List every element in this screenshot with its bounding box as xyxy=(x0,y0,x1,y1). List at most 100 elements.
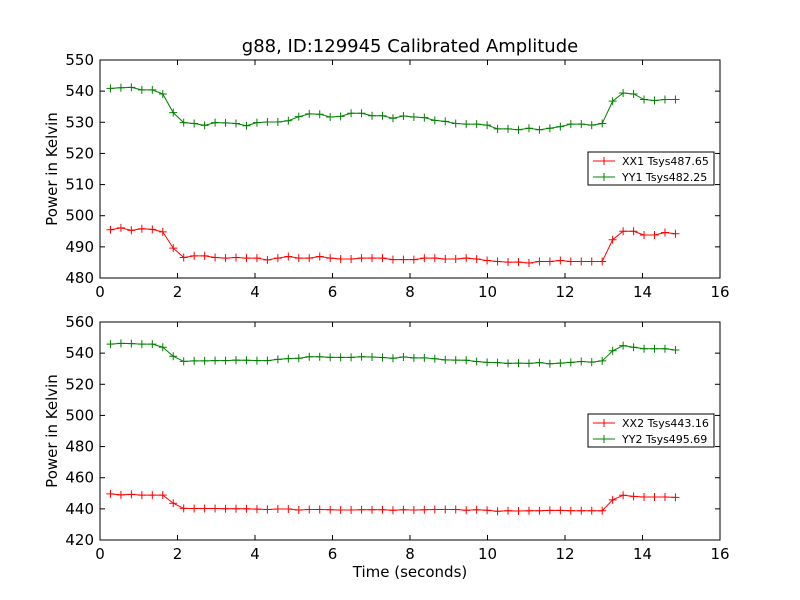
data-point xyxy=(577,506,586,515)
data-point xyxy=(336,112,345,121)
data-point xyxy=(263,117,272,126)
data-point xyxy=(441,505,450,514)
data-point xyxy=(137,491,146,500)
data-point xyxy=(368,505,377,514)
data-point xyxy=(619,89,628,98)
data-point xyxy=(179,504,188,513)
legend-label: XX2 Tsys443.16 xyxy=(622,417,709,430)
data-point xyxy=(116,83,125,92)
data-point xyxy=(577,120,586,129)
data-point xyxy=(451,356,460,365)
data-point xyxy=(514,258,523,267)
data-point xyxy=(545,506,554,515)
data-point xyxy=(493,358,502,367)
data-point xyxy=(148,225,157,234)
data-point xyxy=(660,228,669,237)
data-point xyxy=(211,356,220,365)
data-point xyxy=(660,344,669,353)
data-point xyxy=(420,353,429,362)
data-point xyxy=(420,113,429,122)
data-point xyxy=(608,235,617,244)
data-point xyxy=(598,119,607,128)
y-axis-label: Power in Kelvin xyxy=(43,374,61,488)
data-point xyxy=(504,124,513,133)
data-point xyxy=(577,357,586,366)
data-point xyxy=(326,353,335,362)
legend-label: YY2 Tsys495.69 xyxy=(621,433,707,446)
data-point xyxy=(221,356,230,365)
data-point xyxy=(284,354,293,363)
data-point xyxy=(472,505,481,514)
y-tick-label: 500 xyxy=(65,406,94,424)
data-point xyxy=(378,111,387,120)
data-point xyxy=(211,118,220,127)
data-point xyxy=(169,352,178,361)
data-point xyxy=(660,493,669,502)
data-point xyxy=(190,356,199,365)
data-point xyxy=(273,254,282,263)
data-point xyxy=(326,112,335,121)
y-tick-label: 440 xyxy=(65,500,94,518)
legend-label: XX1 Tsys487.65 xyxy=(622,155,709,168)
data-point xyxy=(315,352,324,361)
data-point xyxy=(472,120,481,129)
data-point xyxy=(629,89,638,98)
data-point xyxy=(420,254,429,263)
data-point xyxy=(211,253,220,262)
data-point xyxy=(566,506,575,515)
data-point xyxy=(284,505,293,514)
data-point xyxy=(514,125,523,134)
data-point xyxy=(221,254,230,263)
data-point xyxy=(116,339,125,348)
x-tick-label: 0 xyxy=(95,283,105,301)
data-point xyxy=(305,254,314,263)
data-point xyxy=(368,254,377,263)
data-point xyxy=(650,493,659,502)
data-point xyxy=(347,109,356,118)
data-point xyxy=(483,358,492,367)
data-point xyxy=(242,504,251,513)
data-point xyxy=(640,493,649,502)
data-point xyxy=(263,505,272,514)
y-axis-label: Power in Kelvin xyxy=(43,112,61,226)
data-point xyxy=(252,505,261,514)
data-point xyxy=(462,254,471,263)
data-point xyxy=(650,231,659,240)
x-tick-label: 10 xyxy=(478,545,497,563)
data-point xyxy=(305,352,314,361)
data-point xyxy=(179,253,188,262)
data-point xyxy=(148,491,157,500)
data-point xyxy=(179,118,188,127)
data-point xyxy=(409,255,418,264)
y-tick-label: 460 xyxy=(65,469,94,487)
data-point xyxy=(640,95,649,104)
data-point xyxy=(190,251,199,260)
y-tick-label: 520 xyxy=(65,144,94,162)
data-point xyxy=(169,108,178,117)
x-axis-label: Time (seconds) xyxy=(352,563,468,581)
data-point xyxy=(640,344,649,353)
data-point xyxy=(378,254,387,263)
data-point xyxy=(106,489,115,498)
data-point xyxy=(294,354,303,363)
data-point xyxy=(137,340,146,349)
figure-title: g88, ID:129945 Calibrated Amplitude xyxy=(242,36,578,57)
data-point xyxy=(388,255,397,264)
data-point xyxy=(315,252,324,261)
data-point xyxy=(232,356,241,365)
data-point xyxy=(116,490,125,499)
data-point xyxy=(336,255,345,264)
data-point xyxy=(545,359,554,368)
data-point xyxy=(524,259,533,268)
x-tick-label: 14 xyxy=(633,283,652,301)
x-tick-label: 14 xyxy=(633,545,652,563)
data-point xyxy=(357,352,366,361)
legend: XX1 Tsys487.65 YY1 Tsys482.25 xyxy=(587,151,715,186)
data-point xyxy=(273,505,282,514)
data-point xyxy=(347,255,356,264)
data-point xyxy=(514,359,523,368)
data-point xyxy=(169,244,178,253)
data-point xyxy=(556,256,565,265)
data-point xyxy=(409,112,418,121)
data-point xyxy=(535,125,544,134)
